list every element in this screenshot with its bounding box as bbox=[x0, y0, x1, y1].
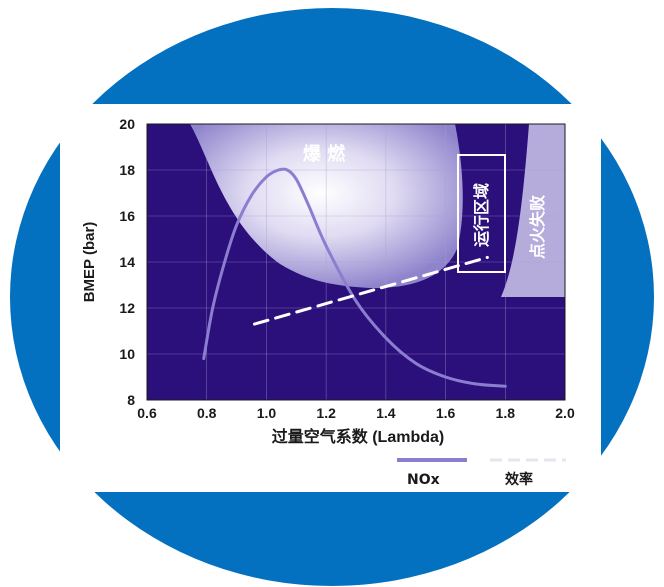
x-tick-label: 1.2 bbox=[316, 405, 336, 421]
y-tick-label: 8 bbox=[127, 392, 135, 408]
misfire-region bbox=[501, 124, 565, 297]
nox-efficiency-chart: 0.6 0.8 1.0 1.2 1.4 1.6 1.8 2.0 8 10 12 14 16 18 20 过… bbox=[81, 116, 575, 488]
y-tick-label: 20 bbox=[119, 116, 135, 132]
legend: NOx 效率 bbox=[397, 458, 566, 488]
y-tick-label: 12 bbox=[119, 300, 135, 316]
x-tick-label: 1.0 bbox=[257, 405, 277, 421]
operating-region-label: 运行区域 bbox=[472, 183, 491, 247]
x-axis-label: 过量空气系数 (Lambda) bbox=[272, 427, 444, 446]
plot-frame bbox=[146, 123, 566, 401]
x-tick-label: 0.6 bbox=[137, 405, 157, 421]
x-tick-label: 1.4 bbox=[376, 405, 396, 421]
y-tick-label: 14 bbox=[119, 254, 135, 270]
x-tick-label: 0.8 bbox=[197, 405, 217, 421]
series-layer bbox=[202, 167, 507, 388]
x-tick-labels: 0.6 0.8 1.0 1.2 1.4 1.6 1.8 2.0 bbox=[137, 405, 575, 421]
y-tick-labels: 8 10 12 14 16 18 20 bbox=[119, 116, 135, 408]
legend-nox-label: NOx bbox=[407, 472, 440, 488]
nox-series-line bbox=[202, 167, 507, 388]
efficiency-series-line bbox=[252, 255, 489, 326]
legend-efficiency-label: 效率 bbox=[505, 471, 533, 488]
y-tick-label: 18 bbox=[119, 162, 135, 178]
x-tick-label: 1.6 bbox=[436, 405, 456, 421]
y-tick-label: 10 bbox=[119, 346, 135, 362]
x-tick-label: 2.0 bbox=[555, 405, 575, 421]
operating-region-box bbox=[457, 154, 506, 273]
x-tick-label: 1.8 bbox=[496, 405, 516, 421]
knock-region-label: 爆 燃 bbox=[303, 143, 346, 165]
y-tick-label: 16 bbox=[119, 208, 135, 224]
chart-panel: 0.6 0.8 1.0 1.2 1.4 1.6 1.8 2.0 8 10 12 14 16 18 20 过… bbox=[60, 104, 601, 492]
misfire-region-label: 点火失败 bbox=[528, 195, 547, 259]
y-axis-label: BMEP (bar) bbox=[81, 222, 98, 303]
